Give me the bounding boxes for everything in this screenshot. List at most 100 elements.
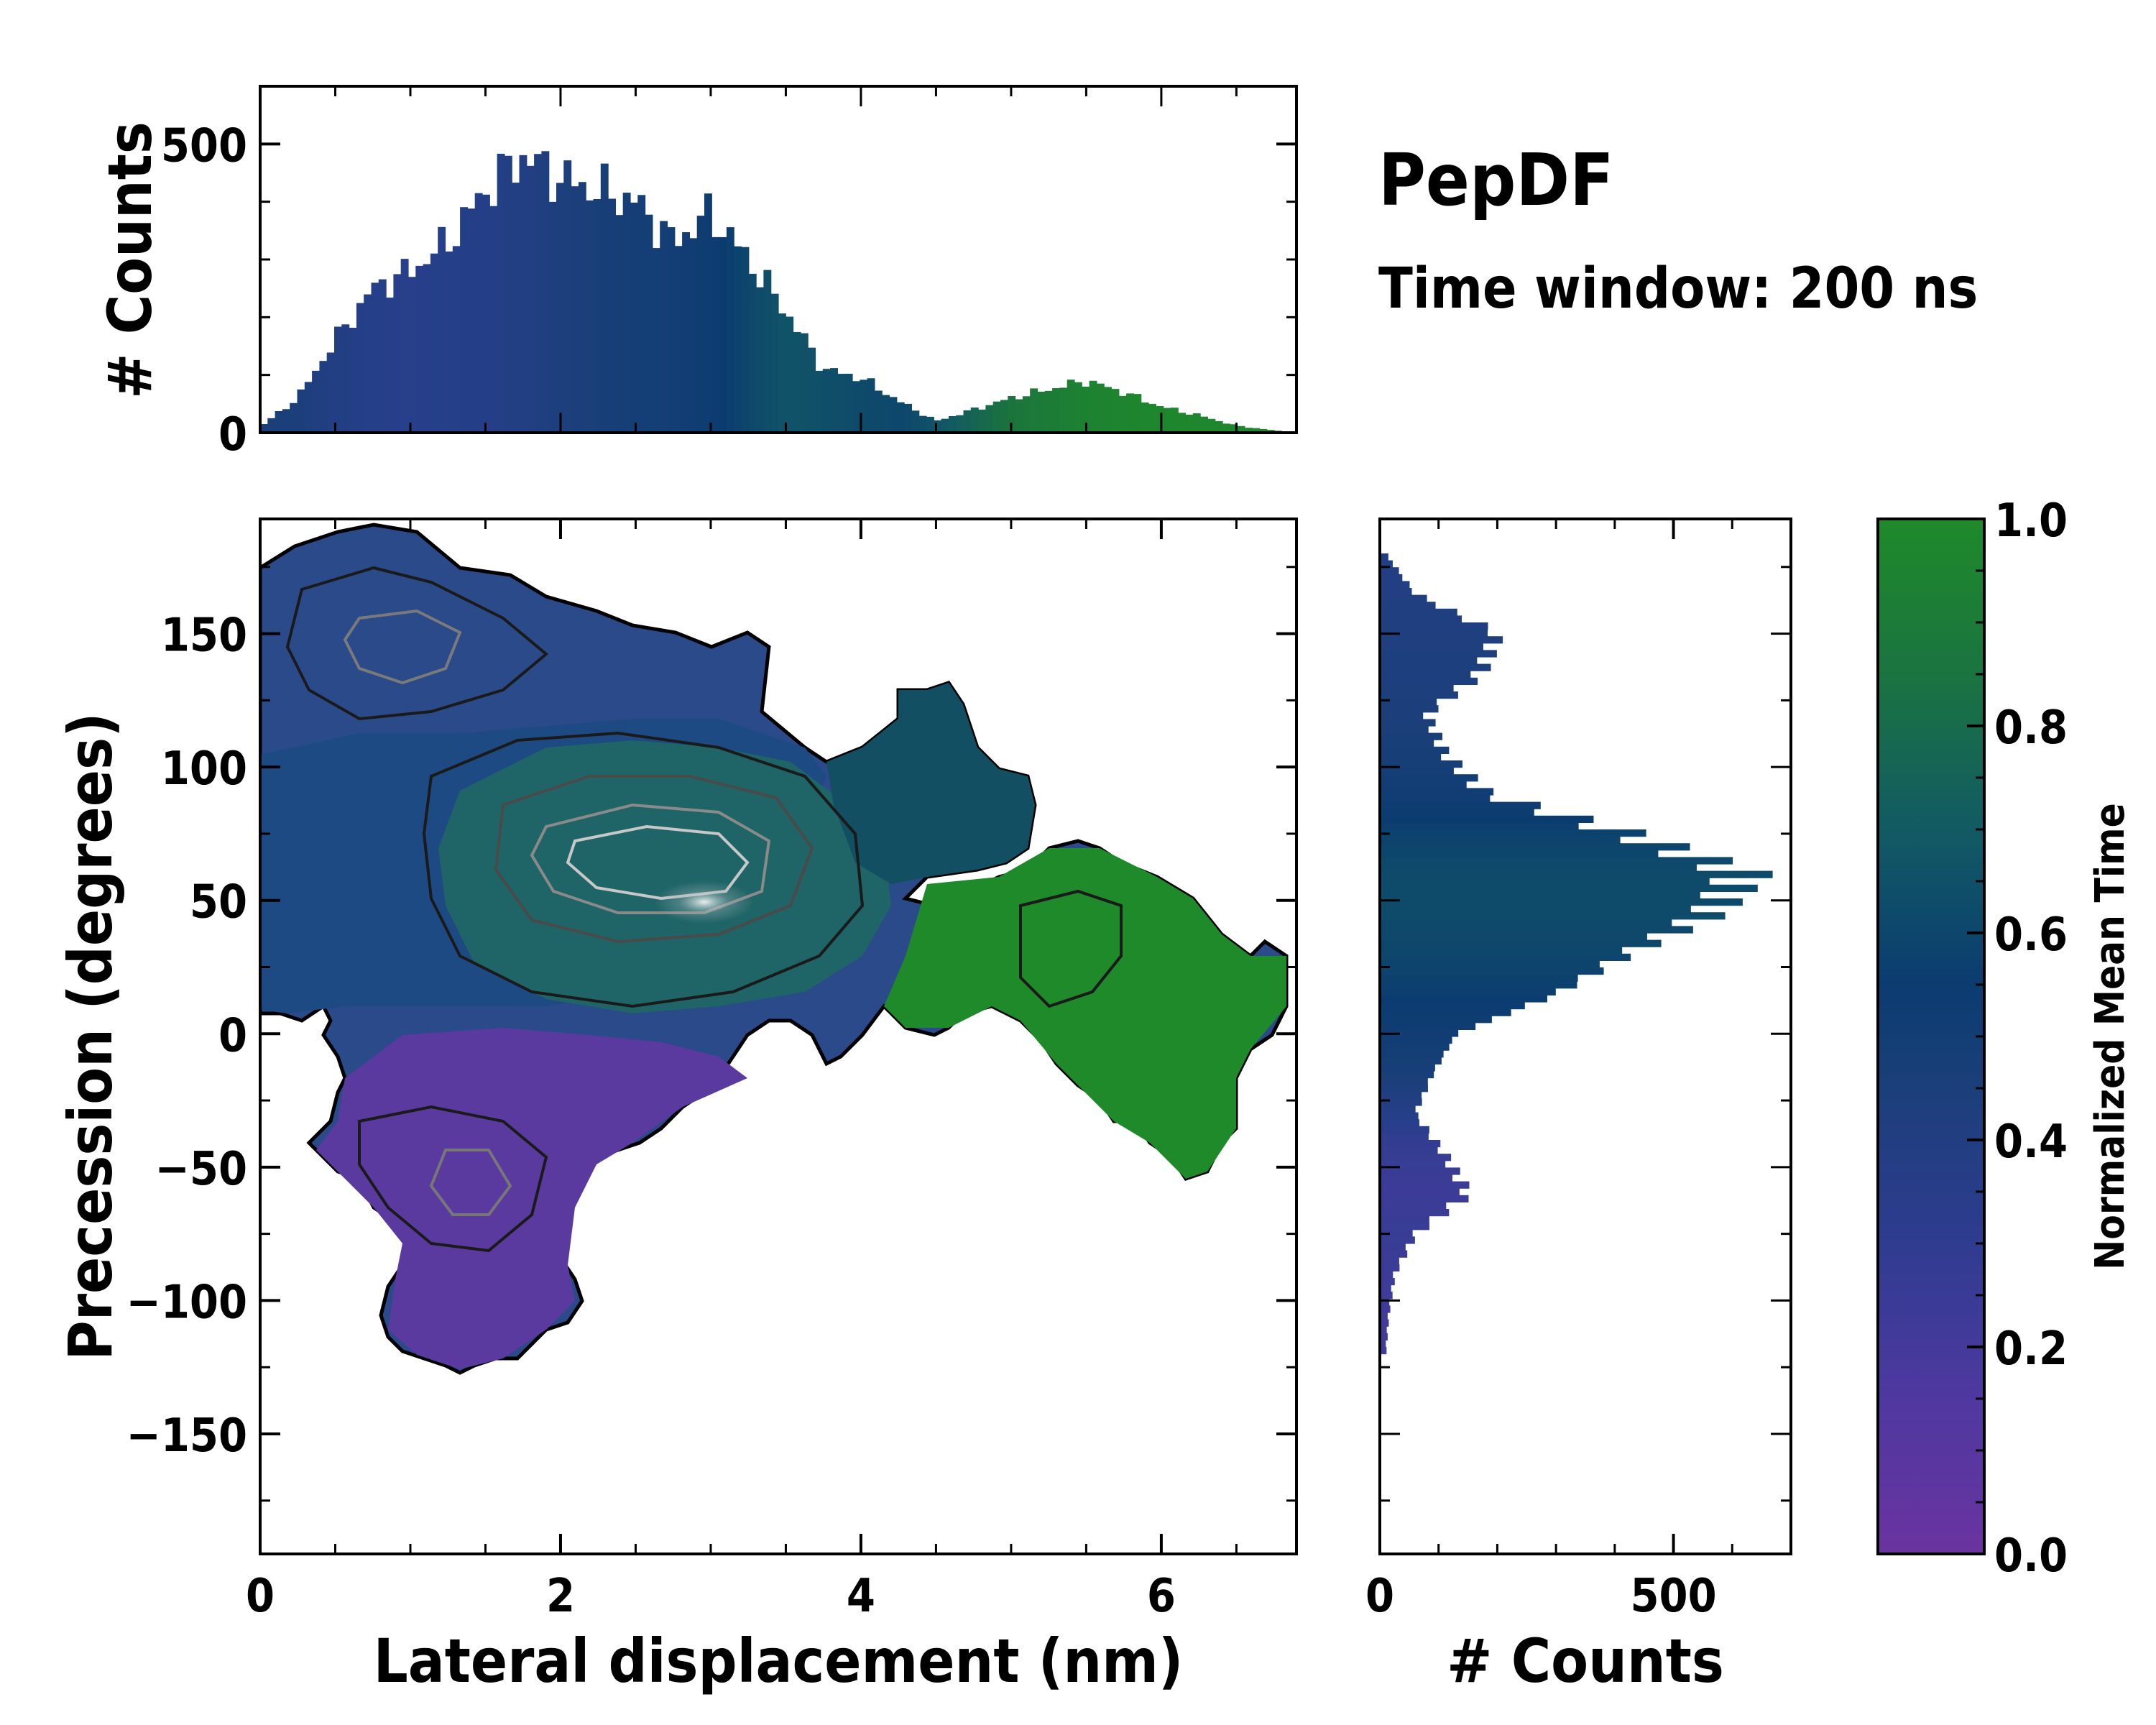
- joint-ytick-label: 0: [218, 1009, 247, 1062]
- right-histogram-bar: [1380, 1133, 1429, 1141]
- right-histogram-bar: [1380, 953, 1631, 961]
- top-histogram-bar: [474, 193, 483, 433]
- right-xtick-label: 0: [1365, 1570, 1394, 1623]
- region-right-green-lobe: [884, 848, 1286, 1179]
- top-histogram-bar: [563, 160, 572, 433]
- right-histogram-bar: [1380, 1064, 1435, 1072]
- contour-level-1: [285, 566, 549, 721]
- right-histogram-bar: [1380, 843, 1690, 851]
- top-histogram-bar: [1104, 387, 1112, 433]
- top-histogram-bar: [1192, 413, 1201, 433]
- right-marginal-histogram: 0 500 # Counts: [1365, 518, 1792, 1696]
- top-histogram-bar: [349, 328, 357, 433]
- right-histogram-bar: [1380, 788, 1494, 796]
- top-marginal-histogram: 0 500 # Counts: [95, 85, 1298, 461]
- top-histogram-bar: [1252, 428, 1261, 433]
- top-ytick-label: 0: [218, 408, 247, 461]
- right-histogram-bar: [1380, 705, 1439, 713]
- right-histogram-bar: [1380, 1284, 1391, 1292]
- right-histogram-bar: [1380, 1319, 1389, 1327]
- top-histogram-bar: [393, 274, 402, 433]
- right-histogram-bar: [1380, 732, 1443, 740]
- top-histogram-bar: [1000, 400, 1008, 433]
- right-histogram-bar: [1380, 1202, 1447, 1210]
- right-histogram-bar: [1380, 829, 1646, 837]
- right-histogram-bar: [1380, 884, 1758, 892]
- colorbar-tick-label: 0.2: [1994, 1322, 2068, 1376]
- top-histogram-bar: [1244, 428, 1253, 433]
- top-histogram-bar: [275, 410, 283, 433]
- top-histogram-bar: [1059, 387, 1068, 433]
- top-histogram-bar: [290, 402, 298, 433]
- right-histogram-bar: [1380, 1119, 1420, 1127]
- right-histogram-bar: [1380, 1264, 1400, 1271]
- top-histogram-bar: [645, 214, 653, 433]
- top-histogram-bar: [430, 253, 438, 433]
- top-histogram-bar: [1156, 406, 1164, 433]
- top-histogram-bar: [1067, 380, 1075, 433]
- right-histogram-bar: [1380, 1340, 1386, 1348]
- top-histogram-bar: [1118, 395, 1127, 433]
- right-histogram-bar: [1380, 588, 1412, 596]
- joint-ytick-label: −50: [155, 1143, 247, 1196]
- right-histogram-bar: [1380, 1098, 1422, 1106]
- top-histogram-bar: [1178, 413, 1187, 433]
- right-histogram-bar: [1380, 1223, 1429, 1230]
- top-histogram-bar: [593, 198, 602, 433]
- right-histogram-bar: [1380, 1140, 1441, 1148]
- right-histogram-bar: [1380, 767, 1454, 775]
- right-histogram-bar: [1380, 1105, 1416, 1113]
- top-histogram-bar: [652, 248, 660, 433]
- top-histogram-bar: [489, 206, 498, 433]
- top-histogram-bar: [600, 163, 609, 433]
- top-histogram-bar: [1170, 408, 1179, 433]
- top-histogram-bar: [467, 208, 476, 433]
- top-histogram-bar: [726, 227, 734, 433]
- right-histogram-bar: [1380, 1077, 1428, 1085]
- right-histogram-bar: [1380, 560, 1393, 568]
- top-histogram-bar: [778, 313, 786, 433]
- top-histogram-bar: [882, 395, 890, 433]
- top-histogram-bar: [1141, 402, 1149, 433]
- top-histogram-bar: [822, 369, 831, 433]
- right-histogram-bar: [1380, 960, 1600, 968]
- joint-ytick-label: 100: [161, 742, 247, 796]
- top-histogram-bar: [334, 326, 342, 433]
- top-histogram-bar: [1074, 382, 1082, 433]
- top-histogram-bar: [985, 405, 994, 433]
- top-histogram-bar: [1215, 420, 1223, 433]
- top-histogram-bar: [319, 361, 328, 433]
- top-histogram-bar: [1185, 414, 1194, 433]
- top-histogram-bar: [748, 273, 757, 433]
- right-histogram-bar: [1380, 574, 1403, 581]
- top-histogram-bar: [763, 270, 772, 433]
- right-histogram-bar: [1380, 850, 1659, 857]
- top-histogram-bar: [860, 380, 868, 433]
- joint-xtick-label: 4: [847, 1570, 875, 1623]
- top-histogram-bar: [1037, 391, 1046, 433]
- top-histogram-bar: [682, 232, 690, 433]
- top-histogram-bar: [1163, 408, 1171, 433]
- contour-level-3: [494, 775, 814, 944]
- top-histogram-bar: [423, 264, 431, 433]
- colorbar-tick-label: 0.6: [1994, 908, 2068, 962]
- right-histogram-bar: [1380, 1305, 1391, 1313]
- top-histogram-bar: [719, 236, 727, 433]
- top-histogram-bar: [541, 151, 550, 433]
- right-histogram-bar: [1380, 1347, 1387, 1355]
- top-histogram-bar: [815, 370, 824, 433]
- right-histogram-bar: [1380, 919, 1672, 926]
- top-histogram-bar: [1200, 416, 1208, 433]
- right-histogram-bar: [1380, 643, 1483, 650]
- top-histogram-bar: [504, 155, 512, 433]
- right-histogram-bar: [1380, 608, 1457, 616]
- contour-level-2: [422, 731, 865, 1008]
- right-histogram-bar: [1380, 719, 1436, 727]
- right-histogram-bar: [1380, 1071, 1434, 1079]
- right-histogram-bar: [1380, 905, 1691, 913]
- right-histogram-bar: [1380, 1050, 1444, 1058]
- right-histogram-bar: [1380, 1091, 1422, 1099]
- top-histogram-ticks: 0 500: [161, 86, 1296, 461]
- contour-lower-lobe-inner: [429, 1149, 512, 1216]
